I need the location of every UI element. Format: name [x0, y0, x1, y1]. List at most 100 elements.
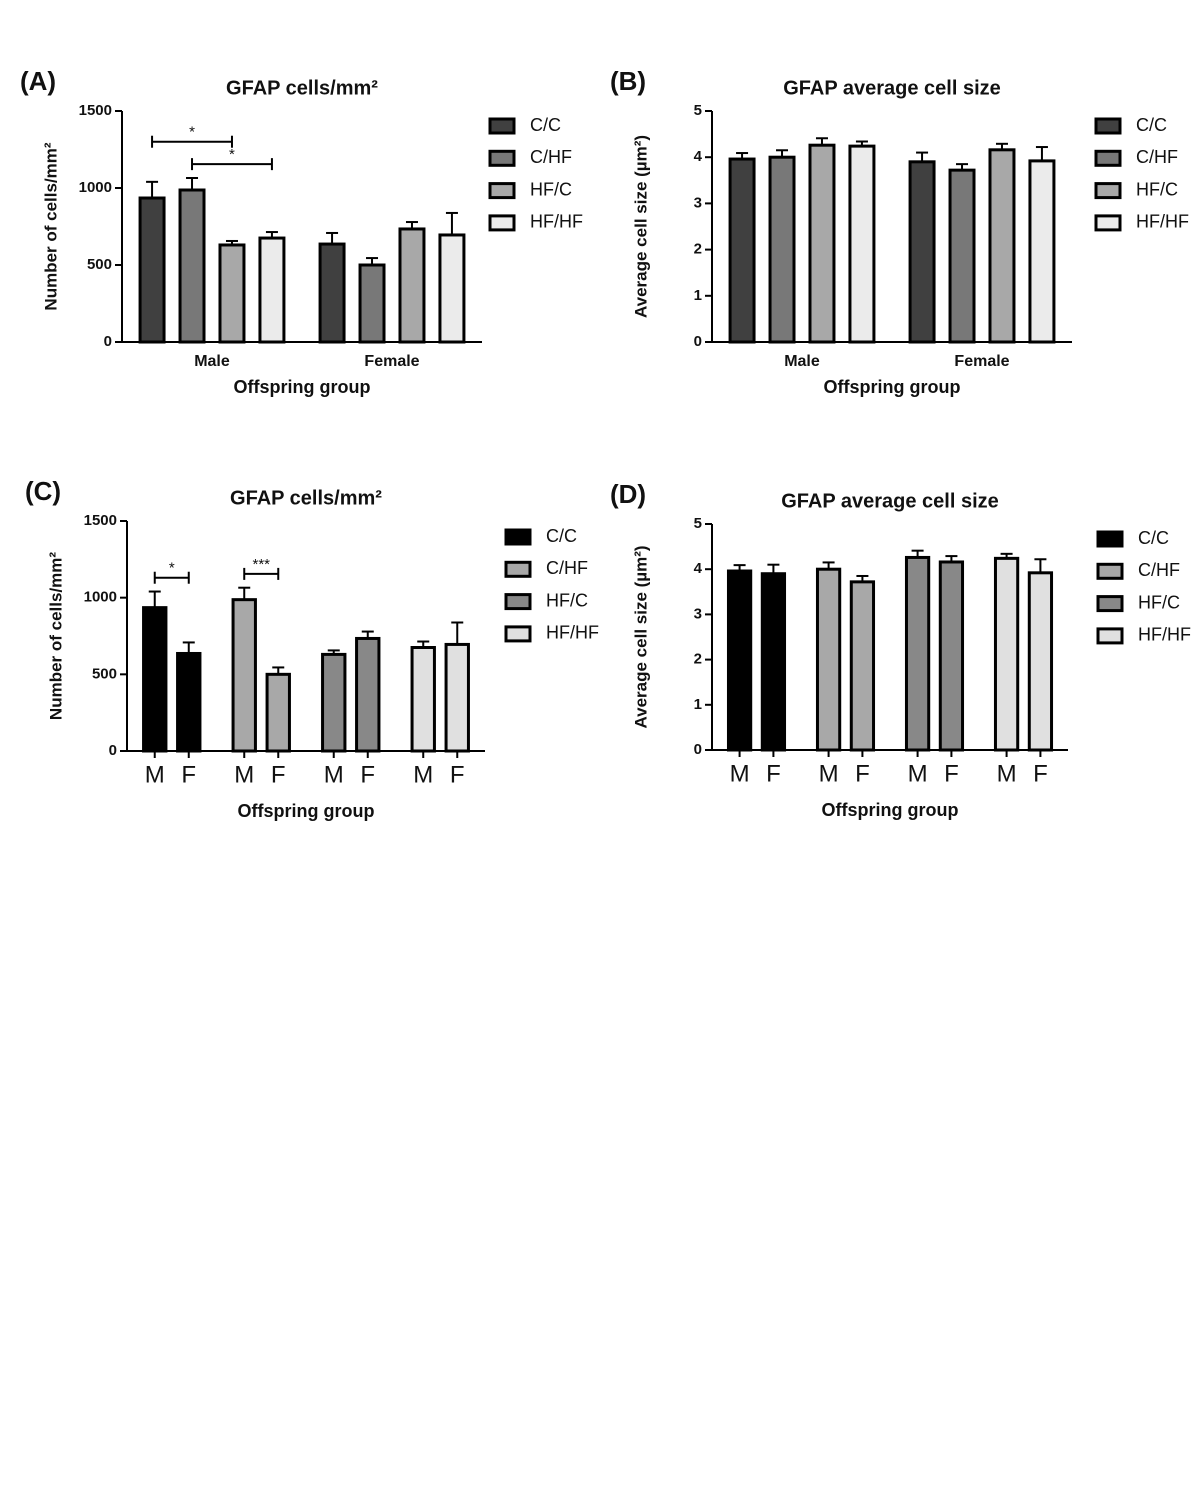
legend-swatch: [488, 182, 516, 200]
legend-swatch: [504, 593, 532, 611]
y-tick-label: 2: [694, 241, 702, 258]
x-tick-label: M: [324, 761, 344, 788]
x-tick-label: M: [819, 760, 839, 787]
bar: [1027, 571, 1054, 752]
x-tick-label: F: [766, 760, 781, 787]
bar: [176, 651, 202, 753]
y-tick-label: 0: [694, 333, 702, 350]
y-axis-label: Number of cells/mm²: [46, 552, 65, 720]
significance-label: ***: [252, 556, 270, 573]
panel-label: (B): [610, 66, 646, 96]
bar: [908, 160, 936, 344]
legend-label: C/C: [530, 115, 561, 135]
y-tick-label: 1000: [79, 179, 112, 196]
y-tick-label: 4: [694, 560, 703, 577]
bar: [808, 143, 836, 344]
legend-swatch: [504, 625, 532, 643]
legend-label: C/C: [546, 526, 577, 546]
x-tick-label: F: [360, 761, 375, 788]
bar: [726, 569, 753, 752]
bar: [438, 233, 466, 344]
x-tick-label: F: [1033, 760, 1048, 787]
x-tick-label: Female: [364, 353, 419, 370]
y-tick-label: 3: [694, 194, 702, 211]
legend-label: HF/C: [1136, 179, 1178, 199]
bar: [265, 672, 291, 753]
legend-swatch: [488, 149, 516, 167]
y-tick-label: 500: [92, 665, 117, 682]
legend-label: HF/C: [530, 179, 572, 199]
x-tick-label: M: [730, 760, 750, 787]
significance-label: *: [169, 560, 175, 577]
legend-swatch: [504, 528, 532, 546]
bar: [355, 636, 381, 753]
bar: [318, 242, 346, 344]
x-tick-label: F: [450, 761, 465, 788]
legend-swatch: [1094, 149, 1122, 167]
x-tick-label: M: [234, 761, 254, 788]
bar: [258, 236, 286, 344]
y-tick-label: 3: [694, 605, 702, 622]
bar: [848, 144, 876, 344]
y-tick-label: 1000: [84, 589, 117, 606]
legend-swatch: [1096, 595, 1124, 613]
y-tick-label: 0: [694, 741, 702, 758]
x-tick-label: F: [944, 760, 959, 787]
legend-swatch: [1094, 182, 1122, 200]
bar: [948, 168, 976, 344]
x-tick-label: F: [271, 761, 286, 788]
legend-label: C/C: [1138, 528, 1169, 548]
bar: [815, 567, 842, 752]
y-tick-label: 0: [109, 742, 117, 759]
y-tick-label: 5: [694, 515, 702, 532]
x-axis-label: Offspring group: [824, 377, 961, 397]
bar: [904, 555, 931, 752]
bar: [358, 263, 386, 344]
bar: [938, 560, 965, 752]
x-axis-label: Offspring group: [822, 800, 959, 820]
panel-label: (C): [25, 476, 61, 506]
y-axis-label: Average cell size (µm²): [631, 545, 650, 728]
legend-swatch: [1094, 117, 1122, 135]
chart-title: GFAP average cell size: [783, 77, 1001, 99]
legend-swatch: [504, 560, 532, 578]
x-tick-label: M: [908, 760, 928, 787]
bar: [231, 598, 257, 753]
legend-swatch: [1094, 214, 1122, 232]
bar: [142, 606, 168, 753]
legend-label: C/HF: [1136, 147, 1178, 167]
y-tick-label: 1500: [79, 102, 112, 119]
significance-label: *: [229, 146, 235, 163]
y-tick-label: 5: [694, 102, 702, 119]
bar: [138, 196, 166, 344]
significance-label: *: [189, 124, 195, 141]
x-tick-label: M: [145, 761, 165, 788]
x-tick-label: Female: [954, 353, 1009, 370]
bar: [988, 148, 1016, 344]
y-tick-label: 1: [694, 287, 702, 304]
x-axis-label: Offspring group: [238, 801, 375, 821]
panel: (B) GFAP average cell size Average cell si…: [610, 66, 1189, 397]
legend-swatch: [488, 214, 516, 232]
y-tick-label: 2: [694, 651, 702, 668]
chart-title: GFAP cells/mm²: [230, 487, 382, 509]
x-tick-label: F: [181, 761, 196, 788]
panel: (A) GFAP cells/mm² Number of cells/mm² 0 500…: [20, 66, 583, 397]
legend-label: HF/C: [1138, 592, 1180, 612]
bar: [398, 227, 426, 344]
legend-label: HF/HF: [530, 212, 583, 232]
y-tick-label: 1: [694, 696, 702, 713]
bar: [444, 642, 470, 753]
bar: [768, 155, 796, 344]
bar: [218, 243, 246, 344]
legend-label: C/C: [1136, 115, 1167, 135]
y-axis-label: Average cell size (µm²): [631, 135, 650, 318]
chart-title: GFAP cells/mm²: [226, 77, 378, 99]
x-tick-label: Male: [784, 353, 820, 370]
legend-label: C/HF: [1138, 560, 1180, 580]
bar: [993, 556, 1020, 752]
x-axis-label: Offspring group: [234, 377, 371, 397]
bar: [760, 572, 787, 752]
y-tick-label: 4: [694, 148, 703, 165]
